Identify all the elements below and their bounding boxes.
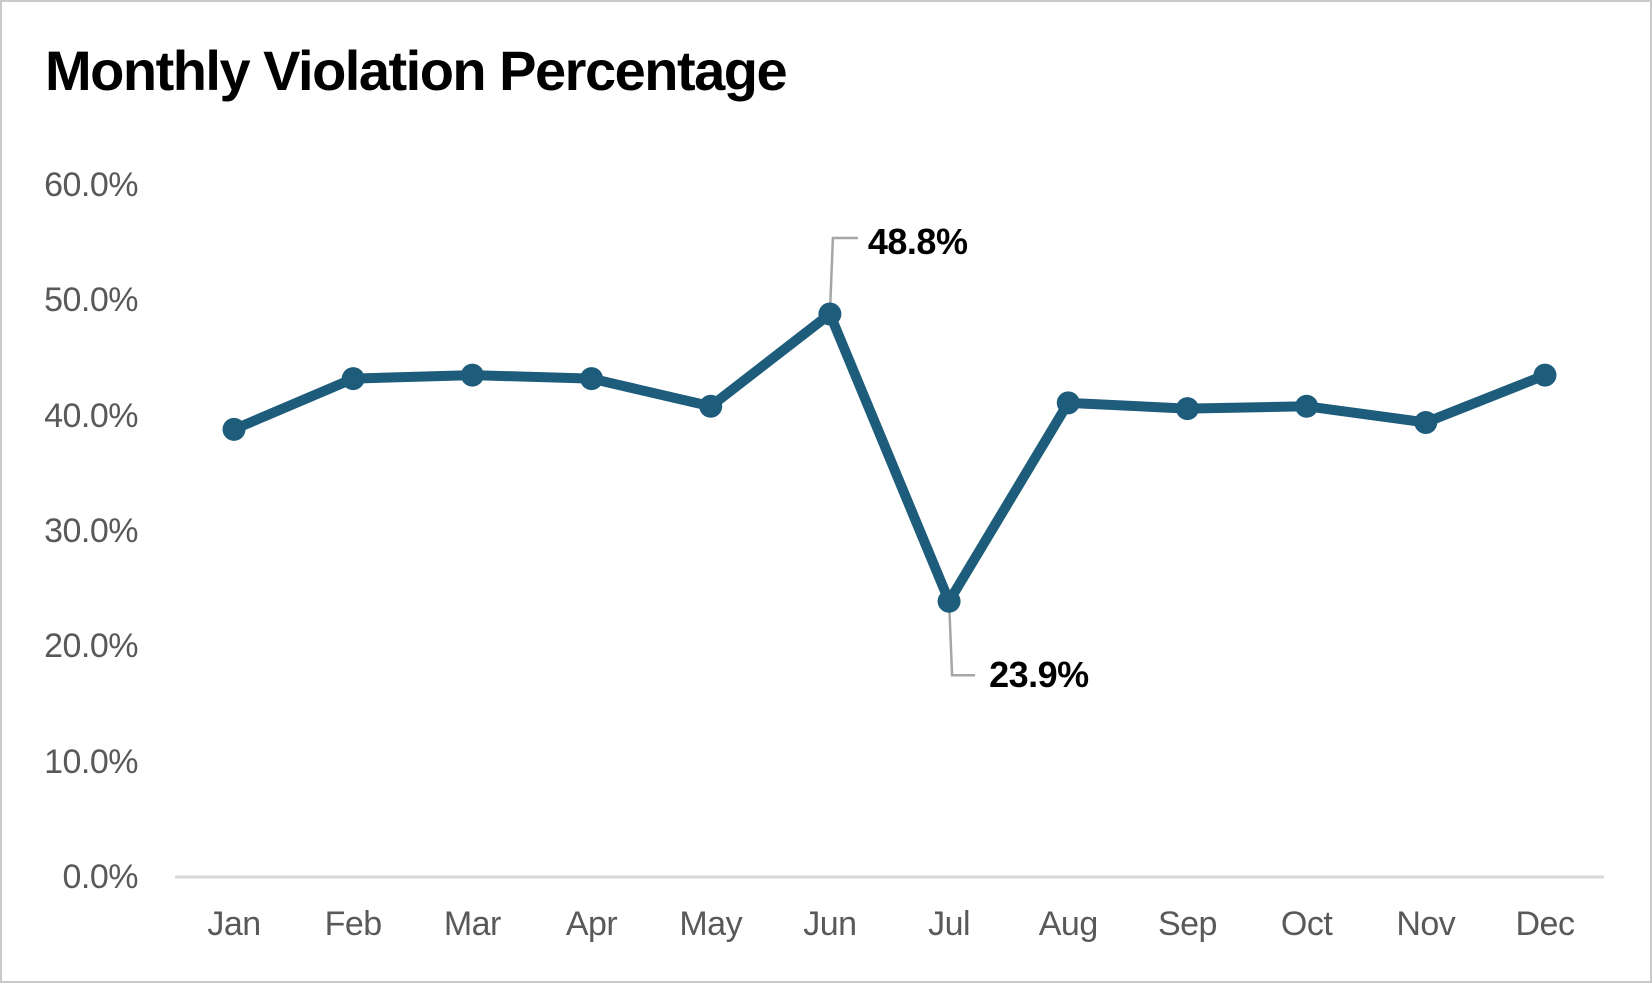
- chart-title: Monthly Violation Percentage: [45, 39, 788, 102]
- data-label-jul: 23.9%: [989, 654, 1089, 696]
- x-tick-label: Feb: [324, 905, 383, 943]
- x-tick-label: Sep: [1157, 905, 1218, 943]
- data-label-jun: 48.8%: [867, 220, 968, 262]
- x-tick-label: Aug: [1038, 905, 1099, 943]
- y-tick-label: 0.0%: [62, 858, 139, 896]
- x-tick-label: Apr: [565, 905, 618, 943]
- data-point-dec: [1533, 363, 1557, 387]
- y-tick-label: 40.0%: [44, 396, 138, 435]
- data-point-feb: [341, 367, 365, 391]
- x-tick-label: Nov: [1396, 905, 1456, 943]
- y-tick-label: 50.0%: [44, 281, 138, 320]
- y-tick-label: 10.0%: [44, 742, 138, 781]
- y-tick-label: 20.0%: [44, 627, 138, 666]
- data-point-apr: [580, 367, 604, 391]
- data-point-sep: [1175, 397, 1199, 421]
- data-point-jan: [222, 417, 246, 441]
- series-line: [229, 308, 1550, 607]
- x-tick-label: Mar: [443, 905, 502, 943]
- x-tick-label: Jul: [928, 905, 971, 943]
- data-point-nov: [1414, 410, 1438, 434]
- data-point-aug: [1056, 391, 1080, 415]
- x-tick-label: Dec: [1515, 905, 1575, 943]
- x-tick-label: Jun: [803, 905, 857, 943]
- data-point-jun: [818, 302, 842, 326]
- data-point-oct: [1295, 394, 1319, 418]
- x-tick-label: Oct: [1280, 905, 1333, 943]
- x-tick-label: May: [679, 905, 743, 943]
- data-point-jul: [937, 589, 961, 613]
- leader-line-jul: [947, 601, 976, 677]
- leader-line-jun: [828, 236, 858, 315]
- y-tick-label: 60.0%: [44, 165, 138, 204]
- data-point-mar: [460, 363, 484, 387]
- x-tick-label: Jan: [207, 905, 261, 943]
- data-point-may: [699, 394, 723, 418]
- y-tick-label: 30.0%: [44, 511, 138, 550]
